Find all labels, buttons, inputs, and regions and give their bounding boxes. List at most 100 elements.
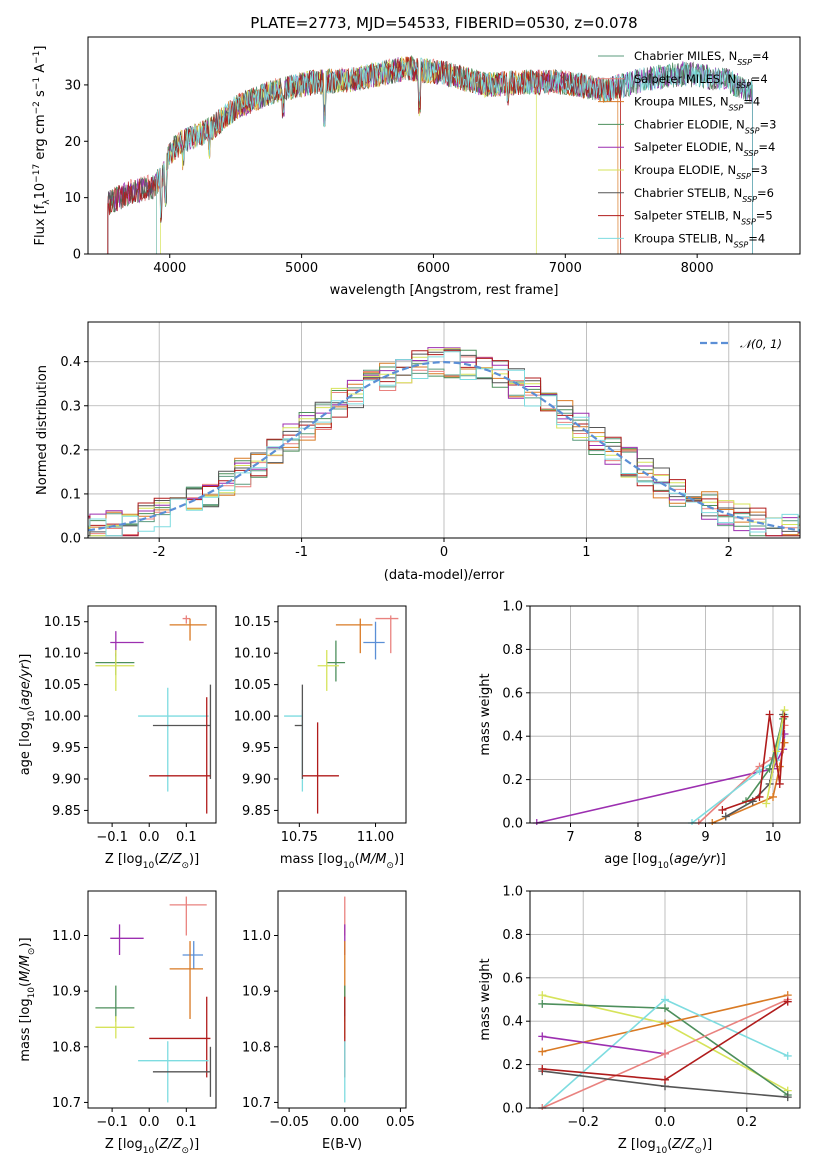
mass_vs_Z-ylabel: mass [log10(M/M⊙)] xyxy=(18,937,37,1061)
age_vs_Z-xtick-label: 0.1 xyxy=(176,830,197,845)
mass_vs_EBV-xlabel: E(B-V) xyxy=(322,1137,362,1152)
mass_vs_Z-ytick-label: 10.9 xyxy=(52,985,81,1000)
residual-histogram xyxy=(88,351,800,537)
series-line xyxy=(542,1035,666,1055)
plus-marker xyxy=(661,1019,669,1028)
age_vs_Z-xtick-label: −0.1 xyxy=(96,830,128,845)
mass_vs_Z-axes: −0.1 0.0 0.1 10.7 10.8 10.9 11.0 xyxy=(52,891,216,1130)
mass_weight_vs_Z-xlabel: Z [log10(Z/Z⊙)] xyxy=(618,1137,712,1156)
age_vs_mass-point xyxy=(375,615,399,654)
mass_weight_vs_Z-frame xyxy=(529,890,801,1109)
mass_vs_Z-ytick-label: 11.0 xyxy=(52,929,81,944)
plus-marker xyxy=(661,1049,669,1058)
mass_weight_vs_age-xlabel: age [log10(age/yr)] xyxy=(604,852,726,871)
plus-marker xyxy=(755,792,764,801)
mass_vs_EBV-ytick-label: 11.0 xyxy=(242,929,271,944)
mass_weight_vs_Z-ylabel: mass weight xyxy=(478,958,493,1040)
residual-histogram xyxy=(88,349,800,537)
residuals-ytick-label: 0.1 xyxy=(60,487,81,502)
mass_vs_Z-point xyxy=(95,1016,135,1039)
mass_vs_EBV-xtick-label: 0.05 xyxy=(386,1115,415,1130)
mass_weight_vs_age-ytick-label: 0.8 xyxy=(502,643,523,658)
mass_vs_Z-point xyxy=(182,941,204,969)
plus-marker xyxy=(538,1032,547,1041)
age_vs_Z-ytick-label: 10.00 xyxy=(44,710,81,725)
spectrum-xlabel: wavelength [Angstrom, rest frame] xyxy=(330,283,559,298)
age_vs_mass-frame xyxy=(277,605,407,824)
age_vs_Z-point xyxy=(95,650,135,691)
mass_weight_vs_age-series xyxy=(718,710,789,814)
mass_weight_vs_age-xtick-label: 9 xyxy=(701,830,709,845)
legend-entry: Chabrier STELIB, NSSP=6 xyxy=(634,186,774,204)
spectrum-xtick-label: 8000 xyxy=(681,261,714,276)
mass_weight_vs_Z-series xyxy=(538,999,792,1099)
spectrum-legend: Chabrier MILES, NSSP=4 Salpeter MILES, NS… xyxy=(598,49,776,249)
plus-marker xyxy=(538,1064,547,1073)
plus-marker xyxy=(721,812,730,821)
age_vs_Z-ytick-label: 9.85 xyxy=(52,804,81,819)
series-line xyxy=(536,733,786,824)
plus-marker xyxy=(780,712,789,721)
mass_vs_Z-ytick-label: 10.8 xyxy=(52,1040,81,1055)
age_vs_mass-xlabel: mass [log10(M/M⊙)] xyxy=(280,852,404,871)
mass_weight_vs_age-ytick-label: 0.0 xyxy=(502,817,523,832)
plus-marker xyxy=(783,1093,792,1102)
age_vs_Z-ylabel: age [log10(age/yr)] xyxy=(18,654,37,776)
mass_vs_EBV-ytick-label: 10.7 xyxy=(242,1096,271,1111)
mass_vs_Z-point xyxy=(95,985,135,1022)
mass_weight_vs_age-ytick-label: 1.0 xyxy=(502,600,523,615)
plus-marker xyxy=(783,997,792,1006)
age_vs_mass-ytick-label: 9.90 xyxy=(242,772,271,787)
mass_vs_EBV-axes: −0.05 0.00 0.05 10.7 10.8 10.9 11.0 xyxy=(242,891,415,1130)
legend-entry: Chabrier ELODIE, NSSP=3 xyxy=(634,117,776,135)
plus-marker xyxy=(661,1004,669,1013)
mass_vs_Z-ytick-label: 10.7 xyxy=(52,1096,81,1111)
age_vs_mass-ytick-label: 10.05 xyxy=(234,678,271,693)
age_vs_mass-point xyxy=(317,650,339,691)
gaussian-legend-label: 𝒩(0, 1) xyxy=(740,337,782,351)
mass_weight_vs_age-series xyxy=(762,706,789,808)
mass_weight_vs_Z-ytick-label: 0.0 xyxy=(502,1102,523,1117)
mass_weight_vs_age-ytick-label: 0.4 xyxy=(502,730,523,745)
spectrum-frame xyxy=(87,36,801,255)
mass_vs_Z-xtick-label: −0.1 xyxy=(96,1115,128,1130)
legend-entry: Kroupa ELODIE, NSSP=3 xyxy=(634,163,768,181)
legend-entry: Salpeter MILES, NSSP=4 xyxy=(634,72,768,90)
mass_vs_EBV-ytick-label: 10.8 xyxy=(242,1040,271,1055)
mass_weight_vs_Z-ytick-label: 0.4 xyxy=(502,1015,523,1030)
residuals-xtick-label: -1 xyxy=(295,545,308,560)
plus-marker xyxy=(783,1051,792,1060)
age_vs_mass-plot-area xyxy=(278,606,406,823)
mass_weight_vs_Z-series xyxy=(538,997,792,1084)
residuals-ytick-label: 0.3 xyxy=(60,399,81,414)
age_vs_Z-ytick-label: 9.90 xyxy=(52,772,81,787)
mass_weight_vs_age-xtick-label: 8 xyxy=(634,830,642,845)
age_vs_mass-ytick-label: 9.85 xyxy=(242,804,271,819)
spectrum-series-line xyxy=(156,57,753,254)
plus-marker xyxy=(538,999,547,1008)
age_vs_Z-ytick-label: 9.95 xyxy=(52,741,81,756)
age_vs_Z-xtick-label: 0.0 xyxy=(139,830,160,845)
residuals-ylabel: Normed distribution xyxy=(35,365,50,495)
mass_vs_Z-point xyxy=(110,924,144,955)
residuals-xtick-label: 2 xyxy=(725,545,733,560)
age_vs_mass-ytick-label: 10.15 xyxy=(234,615,271,630)
age_vs_Z-xlabel: Z [log10(Z/Z⊙)] xyxy=(105,852,199,871)
age_vs_mass-point xyxy=(363,621,385,660)
plus-marker xyxy=(762,799,771,808)
residuals-xtick-label: -2 xyxy=(153,545,166,560)
age_vs_mass-point xyxy=(302,722,339,814)
mass_vs_Z-plot-area xyxy=(88,891,216,1108)
age_vs_mass-xtick-label: 10.75 xyxy=(281,830,318,845)
spectrum-ytick-label: 20 xyxy=(64,135,81,150)
mass_vs_Z-frame xyxy=(87,890,217,1109)
age_vs_mass-ytick-label: 9.95 xyxy=(242,741,271,756)
plus-marker xyxy=(769,792,777,801)
mass_weight_vs_age-plot-area xyxy=(530,606,800,823)
legend-entry: Salpeter STELIB, NSSP=5 xyxy=(634,209,773,227)
mass_vs_EBV-ytick-label: 10.9 xyxy=(242,985,271,1000)
mass_weight_vs_Z-ytick-label: 0.2 xyxy=(502,1058,523,1073)
mass_vs_Z-point xyxy=(152,1046,212,1097)
age_vs_Z-axes: −0.1 0.0 0.1 9.85 9.90 9.95 10.00 10.05 10.10 10.… xyxy=(44,606,216,845)
